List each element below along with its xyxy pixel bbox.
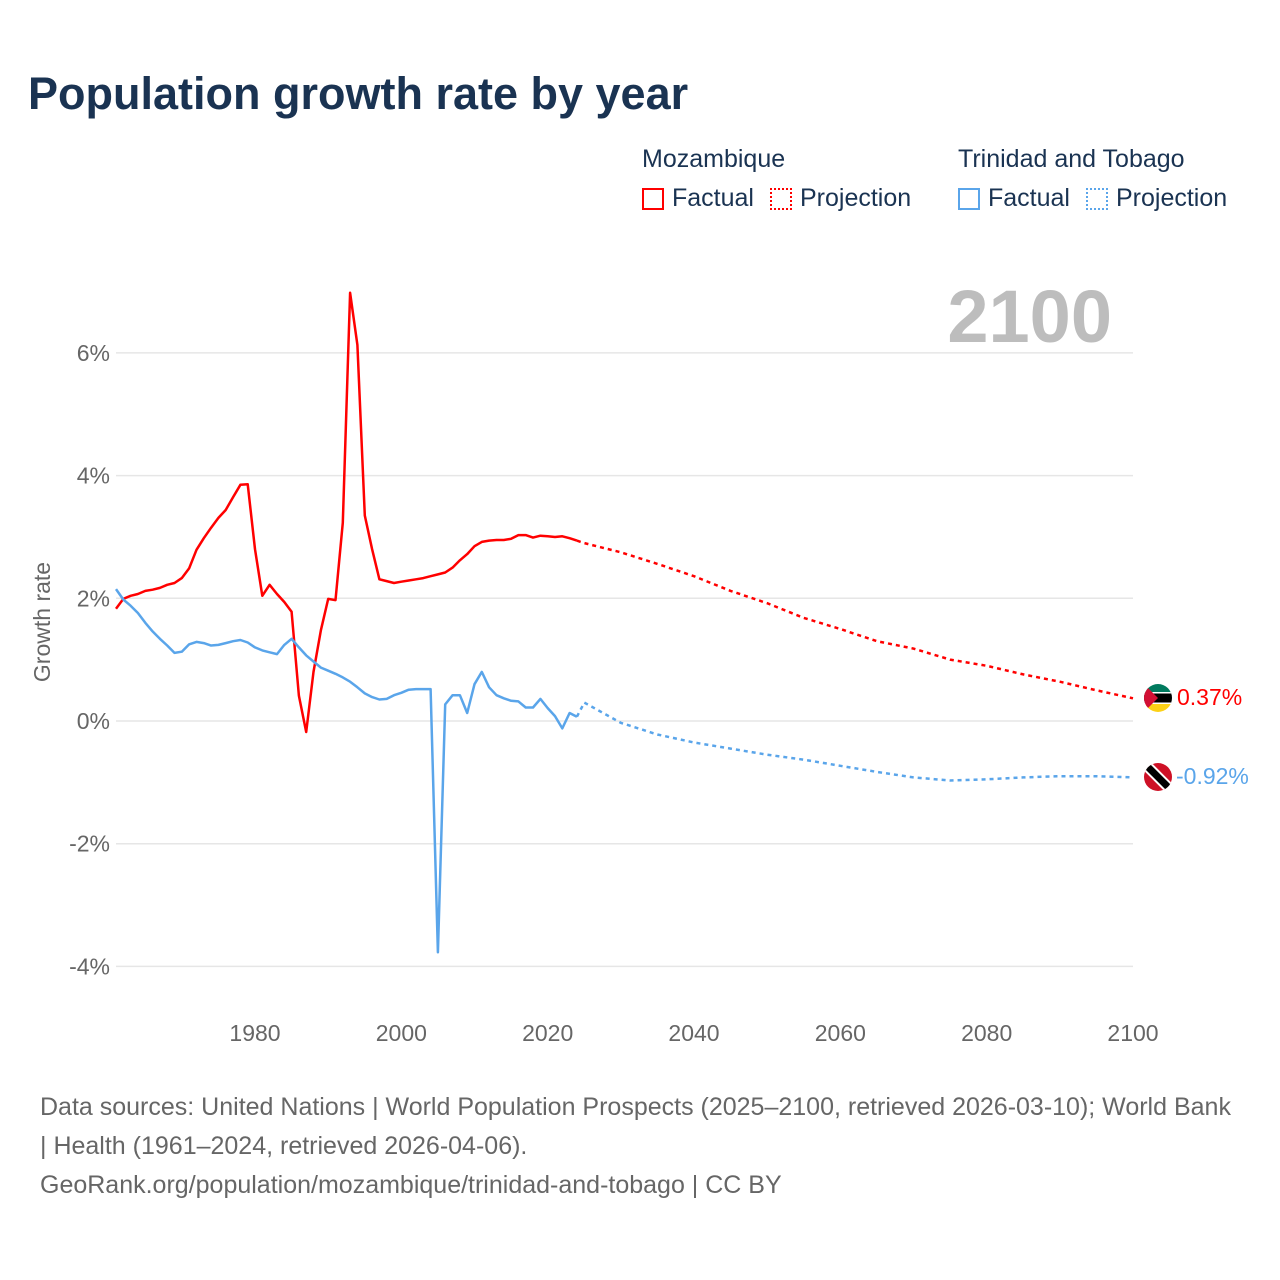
legend-item-projection[interactable]: Projection xyxy=(769,184,912,213)
chart-title: Population growth rate by year xyxy=(28,68,689,119)
y-tick-label: 2% xyxy=(77,585,110,611)
trinidad-flag-icon xyxy=(1144,763,1172,791)
line-chart: -4% -2% 0% 2% 4% 6% 1980 2000 2020 2040 2060 2080 21… xyxy=(29,275,1249,1046)
legend-group-mozambique: Mozambique Factual Projection xyxy=(642,145,927,213)
legend-label: Factual xyxy=(672,184,754,212)
legend-swatch-solid xyxy=(642,187,664,210)
legend-group-title: Mozambique xyxy=(642,145,786,173)
x-tick-label: 2040 xyxy=(668,1020,719,1046)
legend-label: Projection xyxy=(799,184,912,212)
legend-item-factual[interactable]: Factual xyxy=(642,184,754,213)
series-line-projection-1 xyxy=(575,700,1134,782)
y-tick-label: 0% xyxy=(77,708,110,734)
y-axis-label: Growth rate xyxy=(29,562,55,682)
x-tick-label: 2020 xyxy=(522,1020,573,1046)
legend-group-trinidad: Trinidad and Tobago Factual Projection xyxy=(958,145,1243,213)
series-line-factual-0 xyxy=(114,291,578,734)
legend-item-factual[interactable]: Factual xyxy=(958,184,1070,213)
legend-swatch-dotted xyxy=(1085,187,1108,210)
legend-label: Projection xyxy=(1115,184,1228,212)
year-watermark: 2100 xyxy=(947,275,1112,358)
y-tick-label: 6% xyxy=(77,340,110,366)
legend-swatch-dotted xyxy=(769,187,792,210)
x-tick-label: 2060 xyxy=(815,1020,866,1046)
mozambique-end-label: 0.37% xyxy=(1177,684,1242,710)
legend-swatch-solid xyxy=(958,187,980,210)
x-tick-label: 2000 xyxy=(376,1020,427,1046)
mozambique-flag-icon xyxy=(1144,684,1172,712)
trinidad-end-label: -0.92% xyxy=(1176,763,1249,789)
series-line-factual-1 xyxy=(114,588,578,954)
x-tick-label: 2100 xyxy=(1107,1020,1158,1046)
y-tick-label: -4% xyxy=(69,953,110,979)
footer: Data sources: United Nations | World Pop… xyxy=(40,1088,1240,1205)
legend-label: Factual xyxy=(988,184,1070,212)
legend-group-title: Trinidad and Tobago xyxy=(958,145,1185,173)
y-tick-label: -2% xyxy=(69,831,110,857)
series-line-projection-0 xyxy=(576,539,1134,700)
x-tick-label: 2080 xyxy=(961,1020,1012,1046)
x-tick-label: 1980 xyxy=(229,1020,280,1046)
source-link[interactable]: GeoRank.org/population/mozambique/trinid… xyxy=(40,1171,782,1199)
legend-item-projection[interactable]: Projection xyxy=(1085,184,1228,213)
y-tick-label: 4% xyxy=(77,463,110,489)
data-sources: Data sources: United Nations | World Pop… xyxy=(40,1093,1231,1160)
